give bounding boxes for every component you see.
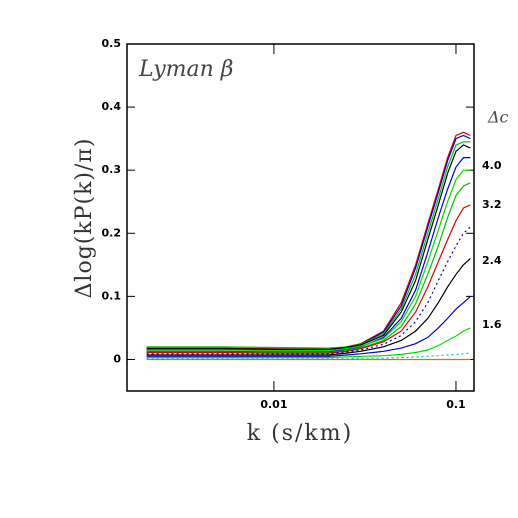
series-line [146, 327, 471, 359]
series-line [146, 352, 471, 360]
annotation: 3.2 [482, 198, 502, 211]
annotation: 4.0 [482, 159, 502, 172]
legend-title: Δc [487, 108, 509, 127]
y-tick-label: 0.3 [102, 163, 122, 176]
y-tick-label: 0.2 [102, 226, 122, 239]
y-tick-label: 0.1 [102, 289, 122, 302]
series-line [146, 144, 471, 350]
x-tick-label: 0.01 [260, 398, 287, 411]
annotation: 1.6 [482, 318, 502, 331]
series-line [146, 182, 471, 354]
y-axis-label: Δlog(kP(k)/π) [72, 138, 97, 299]
series-line [146, 157, 471, 353]
y-tick-label: 0.5 [102, 37, 122, 50]
series-line [146, 131, 471, 351]
series-line [146, 141, 471, 349]
series-line [146, 226, 471, 355]
series-line [146, 295, 471, 357]
y-tick-label: 0.4 [102, 100, 122, 113]
series-line [146, 169, 471, 352]
annotation: 2.4 [482, 254, 502, 267]
series-line [146, 258, 471, 356]
x-tick-label: 0.1 [446, 398, 466, 411]
chart-title: Lyman β [138, 57, 234, 82]
series-line [146, 204, 471, 354]
plot-frame [126, 43, 475, 392]
x-axis-label: k (s/km) [247, 421, 353, 446]
y-tick-label: 0 [113, 352, 121, 365]
